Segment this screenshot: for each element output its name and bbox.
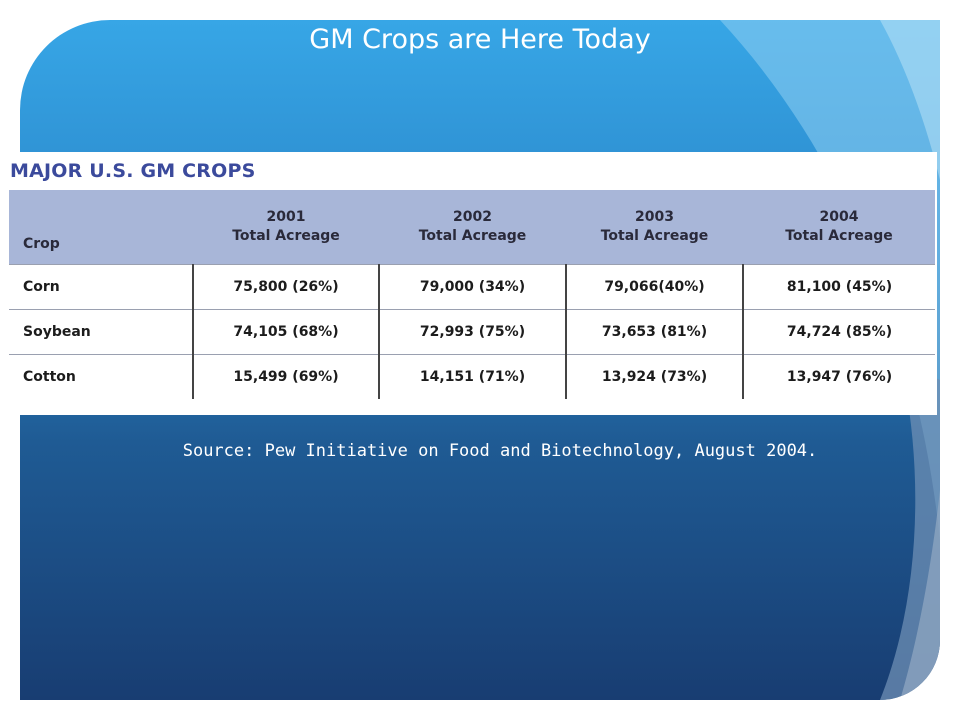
- column-year: 2001: [266, 209, 306, 225]
- column-header-2004: 2004 Total Acreage: [743, 190, 935, 265]
- source-caption: Source: Pew Initiative on Food and Biote…: [182, 441, 818, 461]
- table-row-cotton: Cotton 15,499 (69%) 14,151 (71%) 13,924 …: [9, 354, 935, 399]
- column-subheader: Total Acreage: [785, 228, 893, 244]
- column-subheader: Total Acreage: [232, 228, 340, 244]
- table-heading: MAJOR U.S. GM CROPS: [10, 160, 256, 182]
- acreage-cell: 14,151 (71%): [379, 354, 567, 399]
- crop-acreage-table: Crop 2001 Total Acreage 2002 Total Acreage…: [9, 190, 935, 399]
- acreage-cell: 72,993 (75%): [379, 309, 567, 355]
- column-header-2002: 2002 Total Acreage: [379, 190, 566, 265]
- slide-title: GM Crops are Here Today: [309, 24, 651, 55]
- column-header-2001: 2001 Total Acreage: [193, 190, 379, 265]
- decorative-swoosh: [720, 20, 940, 700]
- table-header-row: Crop 2001 Total Acreage 2002 Total Acreage…: [9, 190, 935, 265]
- acreage-cell: 79,066(40%): [566, 264, 744, 310]
- column-year: 2003: [635, 209, 674, 225]
- crop-name: Soybean: [9, 309, 194, 355]
- acreage-cell: 73,653 (81%): [566, 309, 744, 355]
- column-header-2003: 2003 Total Acreage: [566, 190, 743, 265]
- column-subheader: Total Acreage: [600, 228, 709, 244]
- acreage-cell: 81,100 (45%): [743, 264, 935, 310]
- acreage-cell: 15,499 (69%): [193, 354, 380, 399]
- table-row-soybean: Soybean 74,105 (68%) 72,993 (75%) 73,653…: [9, 309, 935, 355]
- column-year: 2002: [453, 209, 492, 225]
- crop-name: Corn: [9, 264, 194, 310]
- acreage-cell: 74,105 (68%): [193, 309, 380, 355]
- crop-table-figure: MAJOR U.S. GM CROPS Crop 2001 Total Acrea…: [0, 152, 937, 415]
- acreage-cell: 79,000 (34%): [379, 264, 567, 310]
- column-subheader: Total Acreage: [418, 228, 527, 244]
- crop-name: Cotton: [9, 354, 194, 399]
- acreage-cell: 75,800 (26%): [193, 264, 380, 310]
- column-year: 2004: [819, 209, 859, 225]
- acreage-cell: 74,724 (85%): [743, 309, 935, 355]
- acreage-cell: 13,924 (73%): [566, 354, 744, 399]
- table-row-corn: Corn 75,800 (26%) 79,000 (34%) 79,066(40…: [9, 264, 935, 310]
- column-header-crop: Crop: [23, 236, 60, 252]
- acreage-cell: 13,947 (76%): [743, 354, 935, 399]
